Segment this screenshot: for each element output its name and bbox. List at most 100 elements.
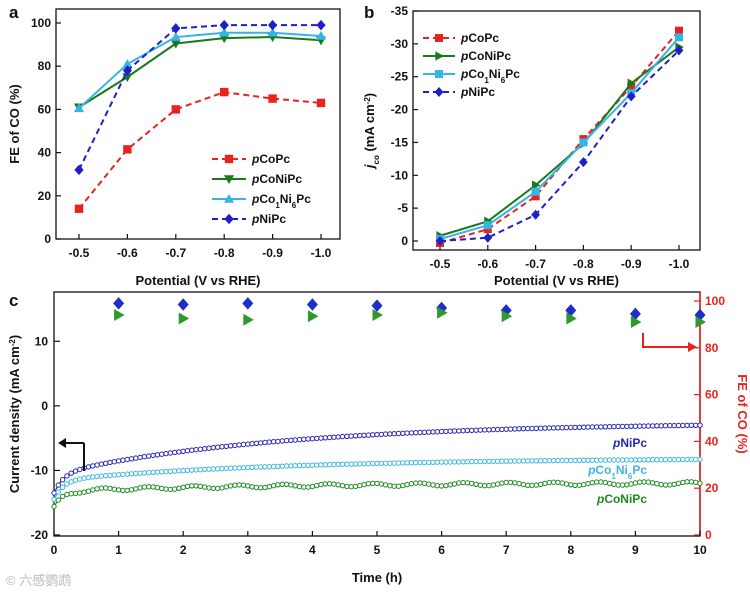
panel-c-current-point-pCo1Ni6Pc [167,468,174,474]
panel-c-fe-point-pCoNiPc [114,309,125,322]
panel-c-current-point-pNiPc [662,423,669,429]
panel-b-legend-label-pCoPc: pCoPc [460,31,499,45]
panel-c-current-point-pCo1Ni6Pc [352,461,359,467]
panel-b-point-pNiPc [674,45,684,56]
panel-c-current-point-pNiPc [210,445,217,451]
panel-c-current-point-pNiPc [615,423,621,430]
panel-c-current-point-pCo1Ni6Pc [434,459,440,465]
panel-c-current-point-pCo1Ni6Pc [266,464,272,470]
panel-c-current-point-pCo1Ni6Pc [275,463,281,469]
panel-c-current-point-pNiPc [305,436,311,442]
panel-c-current-point-pNiPc [270,439,277,445]
panel-c-xtick-label: 3 [244,543,251,557]
panel-c-current-point-pNiPc [593,424,600,430]
panel-c-y2label: FE of CO (%) [735,374,750,453]
panel-c-current-point-pCo1Ni6Pc [227,465,234,471]
panel-c-current-point-pNiPc [538,425,544,431]
panel-c-current-point-pCoNiPc [507,479,514,486]
panel-c-current-point-pNiPc [671,422,677,429]
panel-a-point-pCoNiPc [219,34,230,44]
panel-c-fe-point-pNiPc [629,307,641,321]
panel-a-point-pCoPc [220,87,229,97]
panel-c-current-point-pCo1Ni6Pc [576,457,583,463]
panel-b-point-pNiPc [626,91,636,102]
panel-c-current-point-pCo1Ni6Pc [154,469,161,475]
panel-c-current-point-pCo1Ni6Pc [619,457,626,463]
panel-c-current-point-pCoNiPc [154,484,161,491]
panel-c-xtick-label: 5 [374,543,381,557]
panel-b-ylabel-part: -2 [363,97,372,105]
panel-c-current-point-pNiPc [292,437,298,443]
panel-a-legend-marker-pCoPc [224,154,234,164]
panel-c-current-point-pCoNiPc [232,482,238,488]
panel-c-current-point-pNiPc [400,430,406,436]
panel-c-current-point-pNiPc [451,428,458,434]
panel-c-current-point-pNiPc [85,464,92,470]
panel-a-legend-label-pCoNiPc: pCoNiPc [251,172,302,186]
panel-c-current-point-pCo1Ni6Pc [365,460,372,467]
panel-c-current-point-pCo1Ni6Pc [628,457,634,463]
panel-c-current-point-pNiPc [525,425,531,432]
panel-c-current-point-pCo1Ni6Pc [378,460,384,466]
panel-c-current-point-pCo1Ni6Pc [438,459,445,465]
panel-c-current-label-pCo1Ni6Pc-part: 1 [611,472,616,481]
panel-c-current-point-pNiPc [206,445,212,451]
panel-c-current-point-pCoNiPc [572,482,578,488]
panel-c-current-point-pNiPc [473,427,479,433]
panel-b-ylabel-part: co [372,155,381,164]
panel-c-current-point-pCoNiPc [189,483,195,489]
panel-c-current-point-pCo1Ni6Pc [133,470,139,477]
panel-a-point-pCo1Ni6Pc [315,30,327,40]
panel-b-ytick-label: -30 [391,37,409,51]
panel-c-current-point-pCo1Ni6Pc [426,459,432,466]
panel-c-current-point-pNiPc [365,432,372,438]
panel-c-current-point-pCoNiPc [305,484,311,490]
panel-c-current-point-pCo1Ni6Pc [219,465,225,472]
panel-c-current-point-pCo1Ni6Pc [357,461,363,467]
watermark: © 六感鹦鹉 [6,573,71,588]
panel-c-current-point-pCo1Ni6Pc [120,471,126,478]
panel-a-xtick-label: -1.0 [311,246,332,260]
panel-a-point-pCoPc [74,204,84,213]
panel-c-current-point-pNiPc [602,424,608,430]
panel-c-current-point-pCoNiPc [146,484,152,490]
panel-b-xtick-label: -0.5 [430,257,451,271]
panel-c-current-point-pNiPc [550,425,557,431]
panel-c-current-point-pCo1Ni6Pc [124,471,130,477]
panel-c-current-point-pCo1Ni6Pc [658,457,664,463]
panel-c-current-point-pNiPc [202,446,208,452]
panel-c-current-point-pCo1Ni6Pc [137,470,143,476]
panel-c-current-point-pCoNiPc [184,483,191,489]
panel-c-current-point-pCo1Ni6Pc [206,466,212,472]
panel-c-current-point-pNiPc [606,424,613,430]
panel-c-current-point-pNiPc [641,423,647,429]
panel-c-current-point-pCoNiPc [645,479,651,485]
panel-b-point-pCoNiPc [627,78,636,89]
panel-c-current-point-pCoNiPc [430,482,436,488]
panel-c-current-point-pCoNiPc [137,485,143,491]
panel-c-current-point-pCoNiPc [529,482,535,489]
panel-c-current-point-pCoNiPc [391,483,397,489]
panel-c-current-point-pNiPc [675,422,682,429]
panel-c-current-point-pCo1Ni6Pc [641,457,647,463]
panel-c-current-point-pCo1Ni6Pc [77,476,83,482]
panel-c-current-point-pCo1Ni6Pc [370,460,376,467]
panel-c-current-point-pNiPc [382,431,389,437]
panel-a-ytick-label: 0 [44,232,51,246]
panel-c-current-point-pCoNiPc [288,482,294,488]
panel-a-point-pNiPc [74,164,84,176]
panel-c-current-point-pCo1Ni6Pc [314,462,320,468]
panel-c-current-point-pCo1Ni6Pc [602,457,608,463]
panel-c-current-point-pCoNiPc [649,480,656,486]
panel-b-point-pNiPc [435,236,445,246]
panel-c-y2tick-label: 60 [705,388,719,402]
panel-b-legend-label-pCo1Ni6Pc-part: Pc [505,67,520,81]
panel-c-current-point-pCoNiPc [473,481,479,487]
panel-c-current-point-pCo1Ni6Pc [81,475,87,481]
panel-c-right-arrow-head [688,342,697,352]
panel-c-current-point-pNiPc [301,436,307,442]
panel-a-legend-marker-pCoNiPc [223,175,235,185]
panel-c-current-point-pNiPc [563,424,570,431]
panel-a-legend-marker-pNiPc [224,213,234,225]
panel-c-current-point-pNiPc [667,422,673,429]
